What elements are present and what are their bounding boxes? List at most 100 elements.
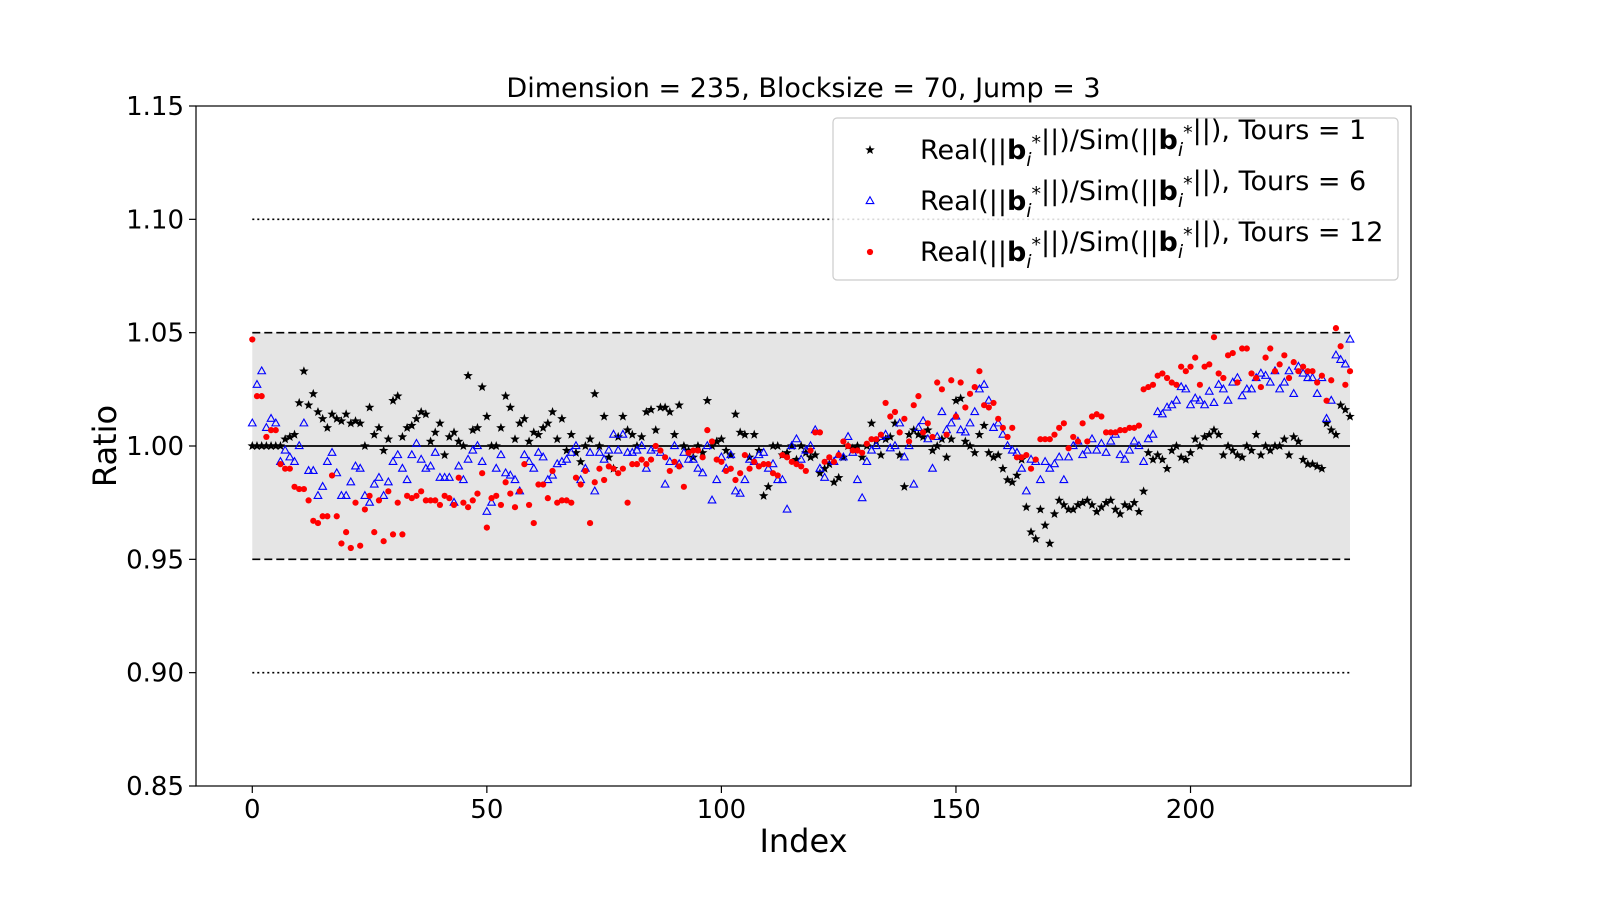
circle-point (849, 447, 856, 454)
star-point (510, 434, 520, 444)
triangle-point (519, 449, 530, 459)
star-point (838, 452, 849, 462)
star-point (1185, 447, 1196, 457)
circle-point (267, 427, 275, 434)
star-point (1251, 429, 1261, 439)
triangle-point (1279, 377, 1290, 386)
triangle-point (946, 417, 957, 427)
triangle-point (402, 474, 412, 484)
circle-point (1337, 343, 1344, 350)
series-triangle (247, 334, 1355, 515)
star-point (1124, 502, 1135, 512)
star-point (1082, 495, 1093, 505)
star-point (749, 429, 759, 439)
star-point (1129, 497, 1139, 507)
triangle-point (1087, 433, 1097, 443)
circle-point (971, 383, 978, 391)
circle-point (328, 472, 336, 479)
x-tick-label: 100 (697, 795, 747, 825)
star-point (421, 409, 431, 419)
star-point (1279, 434, 1290, 444)
star-point (383, 434, 394, 444)
triangle-point (1054, 451, 1064, 461)
circle-point (835, 451, 842, 459)
triangle-point (411, 438, 422, 447)
star-point (1190, 434, 1200, 444)
circle-point (1346, 368, 1354, 375)
circle-point (371, 529, 378, 536)
triangle-point (355, 463, 365, 472)
star-point (543, 418, 553, 428)
circle-point (1271, 368, 1279, 375)
star-point (1298, 454, 1308, 464)
circle-point (488, 495, 495, 502)
legend-marker-circle (866, 248, 874, 256)
star-point (557, 413, 567, 423)
star-point (1157, 454, 1168, 464)
circle-point (596, 465, 603, 472)
triangle-point (693, 463, 703, 472)
star-point (1007, 477, 1018, 487)
circle-point (1206, 361, 1213, 368)
circle-point (704, 427, 711, 434)
triangle-point (1345, 334, 1355, 343)
star-point (275, 441, 286, 451)
star-point (1307, 459, 1318, 469)
triangle-point (641, 463, 652, 472)
triangle-point (993, 417, 1003, 427)
circle-point (277, 461, 284, 468)
circle-point (446, 495, 453, 502)
star-point (880, 434, 891, 444)
circle-point (1178, 363, 1185, 370)
triangle-point (1176, 381, 1186, 391)
star-point (1213, 429, 1224, 439)
circle-point (610, 465, 617, 472)
legend-marker-triangle (865, 195, 875, 205)
circle-point (493, 492, 500, 499)
triangle-point (496, 449, 506, 459)
star-point (411, 413, 422, 423)
star-point (477, 382, 487, 392)
star-point (1054, 495, 1064, 505)
star-point (716, 434, 727, 444)
chart-title: Dimension = 235, Blocksize = 70, Jump = … (506, 73, 1100, 104)
star-point (378, 445, 389, 455)
triangle-point (472, 440, 483, 450)
triangle-point (369, 479, 380, 488)
circle-point (286, 465, 293, 472)
circle-point (1276, 361, 1283, 368)
star-point (1270, 441, 1280, 451)
circle-point (432, 497, 439, 504)
circle-point (915, 393, 922, 400)
circle-point (657, 447, 664, 454)
star-point (1115, 509, 1125, 519)
circle-point (521, 461, 528, 468)
circle-point (812, 429, 819, 436)
triangle-point (589, 485, 600, 495)
y-tick-label: 1.15 (126, 92, 184, 122)
circle-point (708, 438, 716, 445)
star-point (1143, 447, 1154, 457)
circle-point (1131, 424, 1138, 431)
triangle-point (697, 467, 708, 477)
circle-point (957, 379, 964, 386)
triangle-point (416, 454, 426, 463)
triangle-point (477, 456, 487, 465)
triangle-point (533, 447, 544, 456)
triangle-point (852, 474, 863, 484)
triangle-point (1045, 463, 1055, 472)
circle-point (1102, 429, 1110, 436)
circle-point (450, 501, 458, 509)
star-point (407, 420, 417, 430)
triangle-point (444, 472, 455, 481)
triangle-point (1274, 383, 1285, 393)
triangle-point (965, 417, 975, 427)
triangle-point (1166, 399, 1177, 409)
y-axis: 0.85 0.90 0.95 1.00 1.05 1.10 1.15 (126, 92, 196, 802)
triangle-point (815, 463, 825, 472)
star-point (1345, 411, 1355, 421)
star-point (1030, 533, 1041, 543)
x-axis: 0 50 100 150 200 (244, 786, 1215, 825)
triangle-point (787, 440, 797, 450)
series-circle (249, 325, 1354, 552)
